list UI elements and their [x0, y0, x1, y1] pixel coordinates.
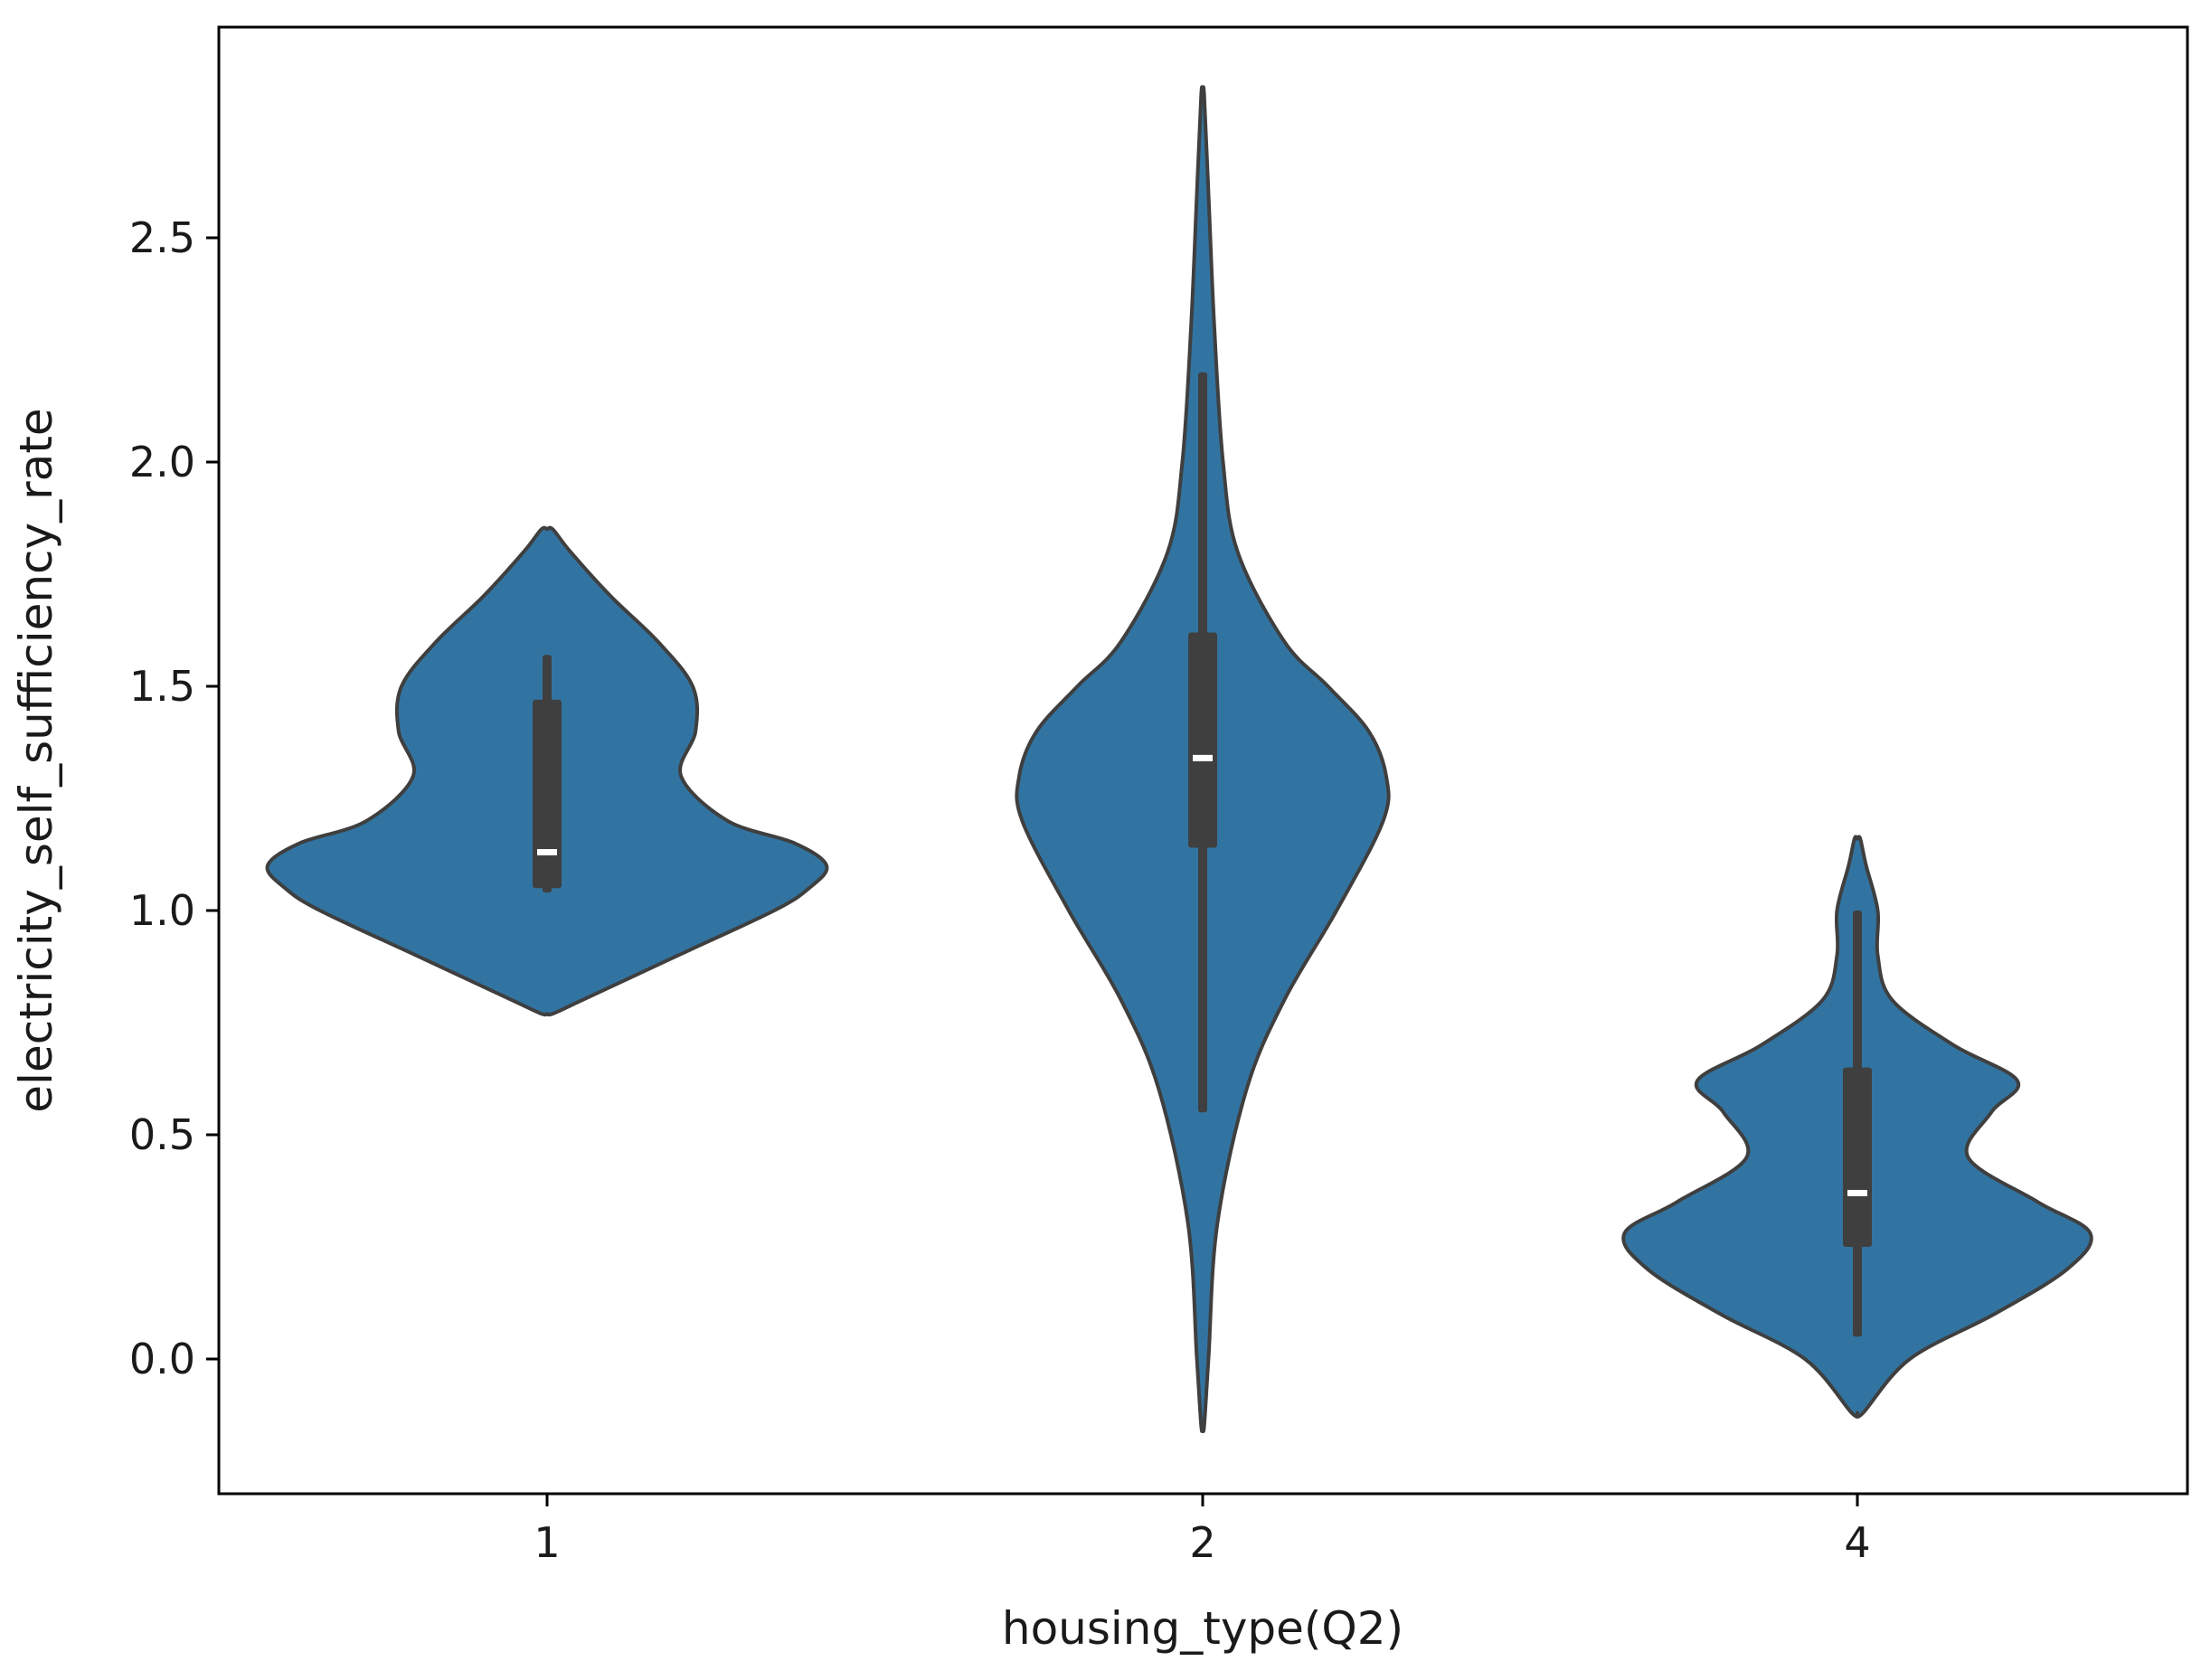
y-axis-ticks: 0.0 0.5 1.0 1.5 2.0 2.5	[129, 213, 219, 1383]
iqr-box-2	[1188, 632, 1217, 848]
x-tick-label: 1	[534, 1518, 560, 1567]
y-tick-label: 0.0	[129, 1335, 195, 1383]
violin-2	[1015, 85, 1391, 1433]
violins-layer	[265, 85, 2093, 1433]
x-tick-label: 2	[1189, 1518, 1215, 1567]
violin-4	[1621, 835, 2093, 1419]
iqr-box-4	[1843, 1067, 1872, 1247]
y-axis-label: electricity_self_sufficiency_rate	[10, 408, 62, 1112]
y-tick-label: 2.0	[129, 438, 195, 486]
y-tick-label: 1.5	[129, 662, 195, 711]
y-tick-label: 2.5	[129, 213, 195, 262]
y-tick-label: 1.0	[129, 886, 195, 935]
x-axis-ticks: 1 2 4	[534, 1494, 1871, 1567]
iqr-box-1	[533, 699, 562, 889]
plot-area-frame	[217, 25, 2189, 1496]
median-mark-2	[1193, 754, 1213, 761]
median-mark-1	[537, 849, 557, 856]
x-axis-label: housing_type(Q2)	[1002, 1602, 1403, 1655]
violin-1	[265, 525, 829, 1017]
y-tick-label: 0.5	[129, 1110, 195, 1159]
x-tick-label: 4	[1844, 1518, 1870, 1567]
median-mark-4	[1847, 1189, 1867, 1196]
